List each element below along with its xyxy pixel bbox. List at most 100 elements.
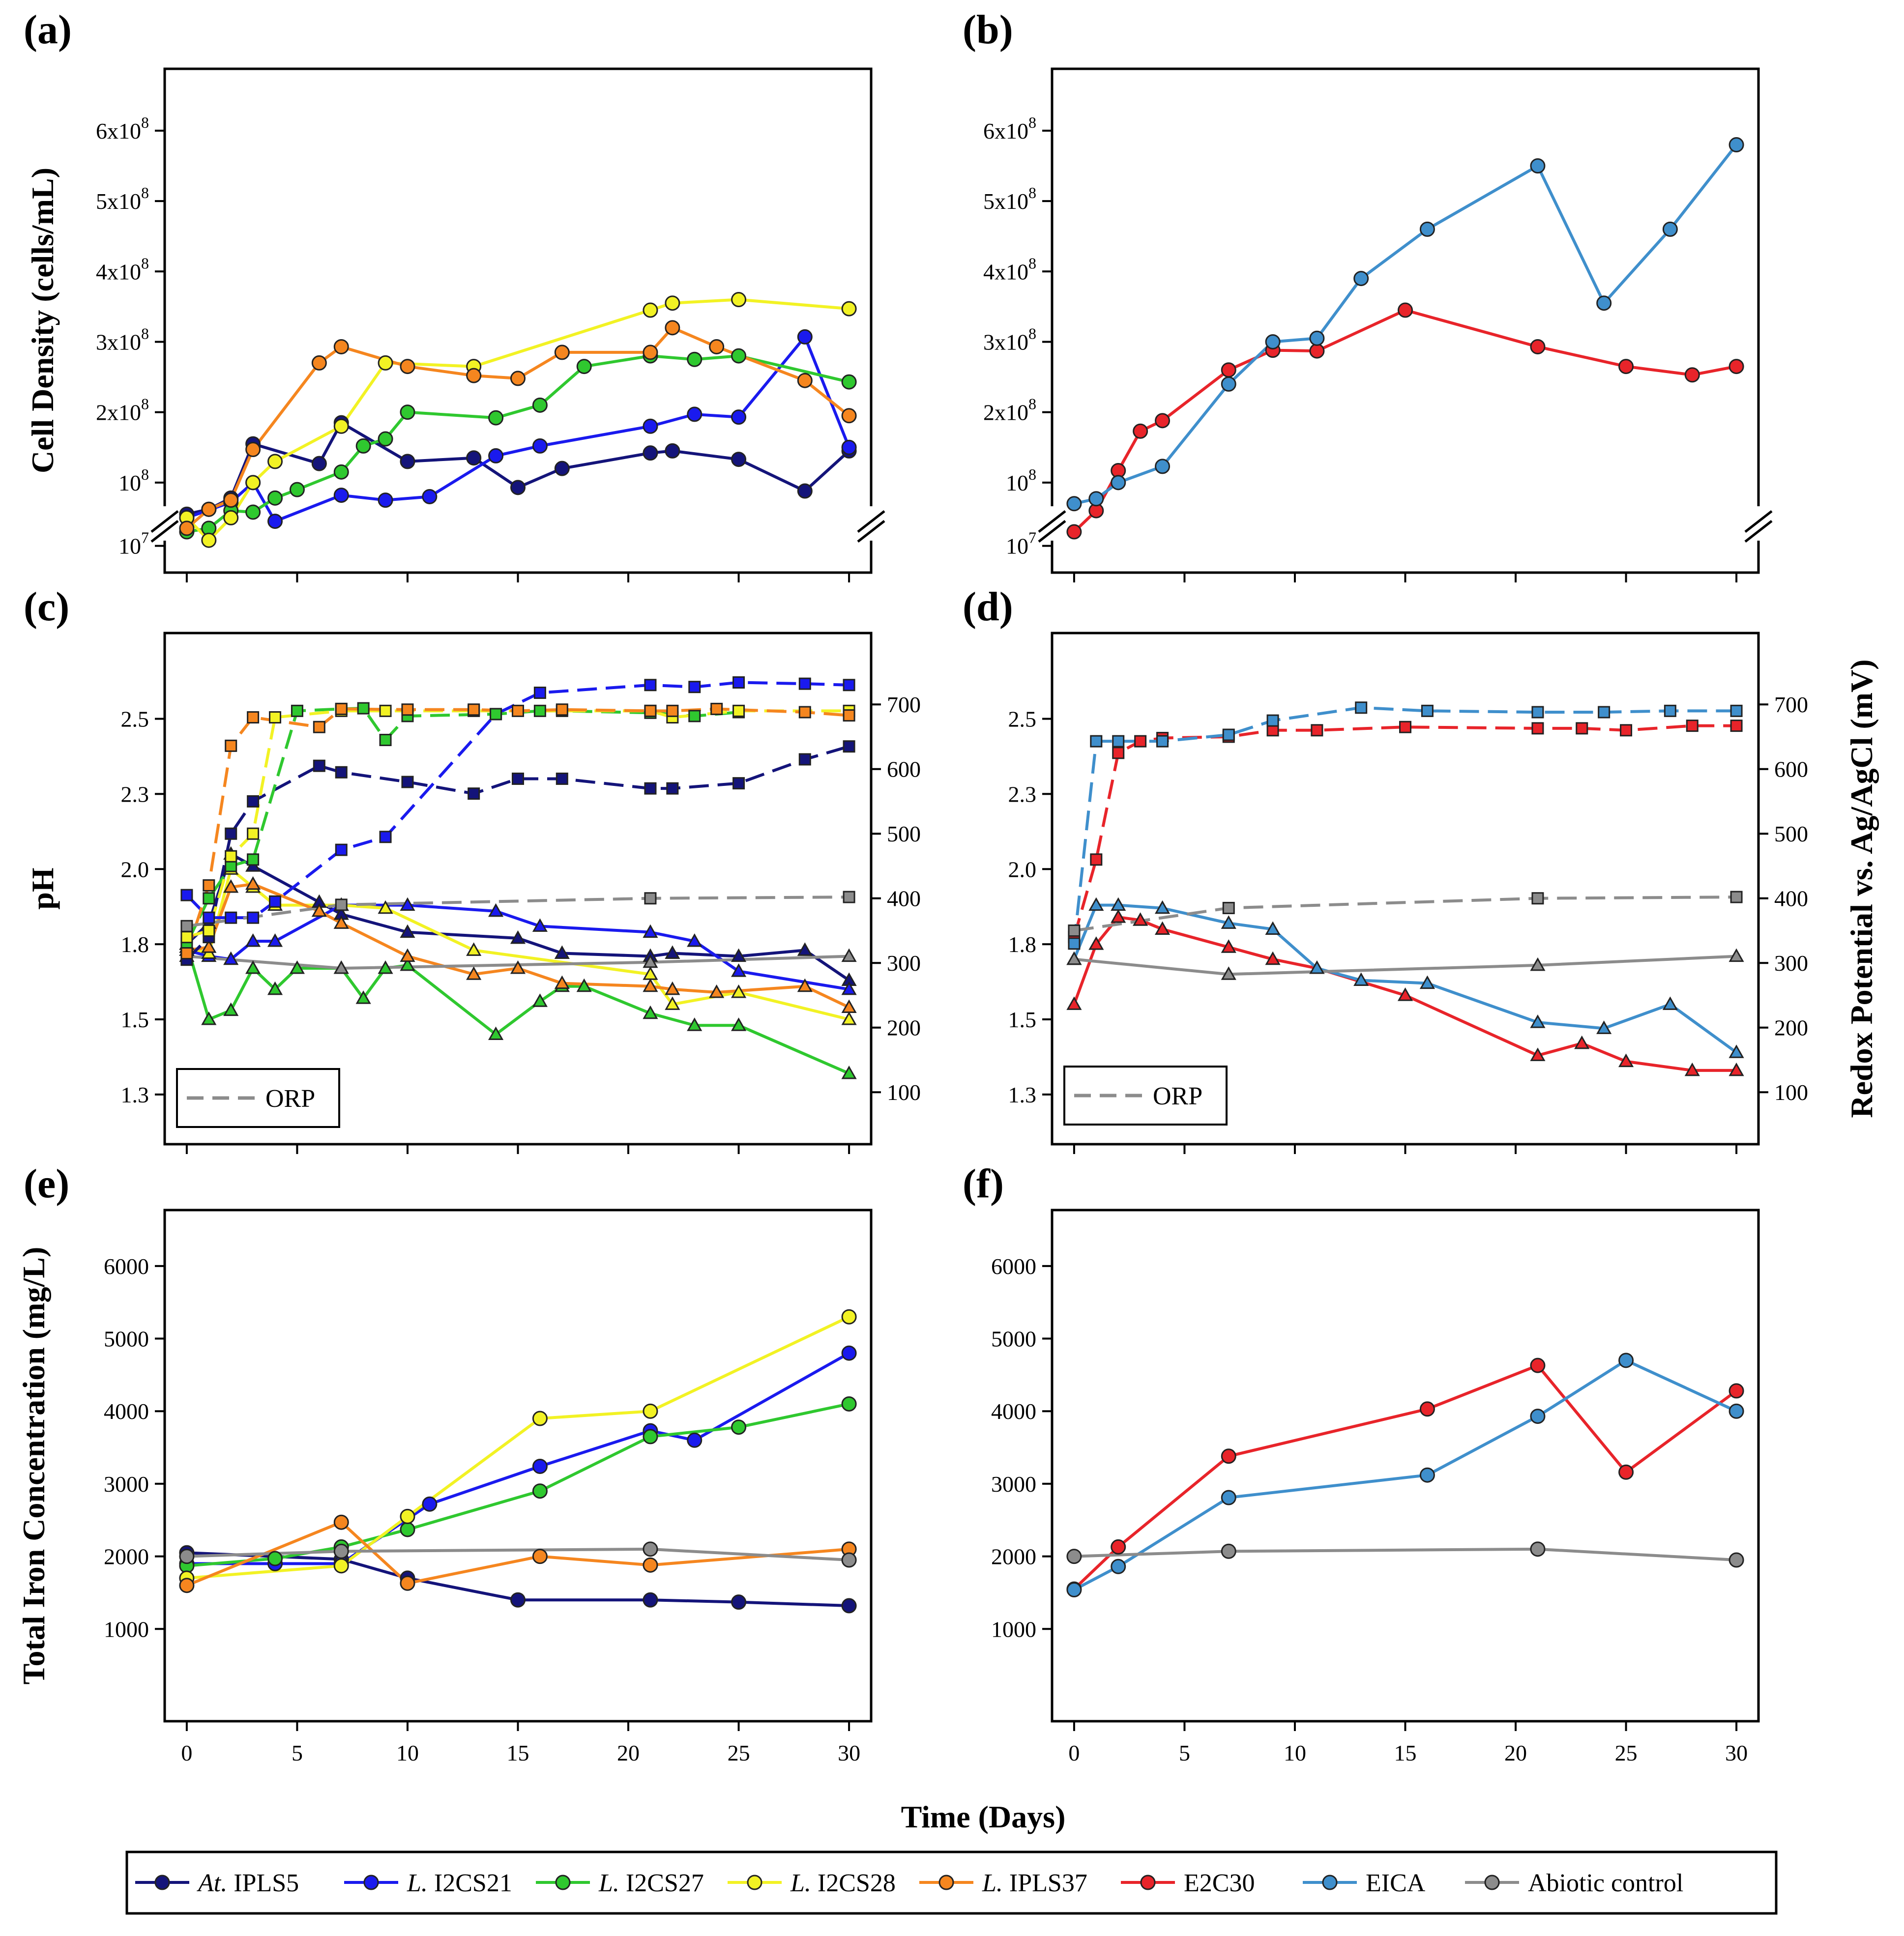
data-point-ipls5 bbox=[554, 945, 570, 959]
axis-break-b bbox=[1038, 506, 1773, 543]
data-point-eica bbox=[1596, 1020, 1612, 1034]
data-point-e2c30 bbox=[1154, 921, 1171, 935]
data-point-i2cs21 bbox=[379, 831, 392, 843]
y-tick-label: 2.5 bbox=[1008, 707, 1037, 732]
series-line-i2cs27 bbox=[186, 1402, 849, 1567]
data-point-ipls37 bbox=[311, 355, 327, 371]
data-point-i2cs28 bbox=[643, 302, 658, 318]
data-point-i2cs27 bbox=[533, 704, 546, 717]
series-line-abiotic bbox=[186, 954, 849, 970]
y2-tick-label: 100 bbox=[1774, 1080, 1808, 1105]
data-point-ipls5 bbox=[311, 456, 327, 471]
x-tick-label: 30 bbox=[838, 1740, 860, 1765]
data-point-ipls5 bbox=[665, 945, 680, 959]
y-tick-label: 2x108 bbox=[983, 395, 1036, 425]
data-point-e2c30 bbox=[1309, 343, 1325, 359]
panel-label-c: (c) bbox=[24, 584, 69, 630]
data-point-e2c30 bbox=[1686, 720, 1699, 732]
data-point-i2cs27 bbox=[267, 981, 283, 995]
data-point-ipls37 bbox=[400, 359, 415, 375]
data-point-ipls37 bbox=[179, 1578, 195, 1593]
legend-label: At. IPLS5 bbox=[197, 1869, 299, 1897]
data-point-i2cs27 bbox=[687, 351, 703, 367]
y2-tick-label: 700 bbox=[887, 692, 921, 717]
data-point-eica bbox=[1730, 704, 1743, 717]
data-point-ipls37 bbox=[554, 345, 570, 360]
data-point-ipls37 bbox=[401, 703, 414, 716]
data-point-ipls5 bbox=[731, 1594, 747, 1610]
data-point-e2c30 bbox=[1221, 362, 1236, 378]
series-line-abiotic bbox=[1074, 1547, 1737, 1561]
data-point-i2cs21 bbox=[223, 951, 239, 965]
data-point-i2cs27 bbox=[357, 702, 370, 715]
data-point-i2cs21 bbox=[731, 963, 747, 977]
data-point-ipls37 bbox=[466, 368, 482, 383]
y-tick-label: 108 bbox=[1006, 465, 1036, 495]
y2-tick-label: 300 bbox=[887, 951, 921, 976]
data-point-e2c30 bbox=[1111, 909, 1126, 923]
data-point-i2cs21 bbox=[798, 677, 811, 690]
y2-tick-label: 600 bbox=[887, 757, 921, 782]
data-point-i2cs21 bbox=[247, 911, 260, 924]
data-point-ipls5 bbox=[798, 753, 811, 766]
data-point-i2cs27 bbox=[289, 960, 305, 974]
data-point-ipls5 bbox=[841, 1598, 857, 1614]
y-tick-label: 2x108 bbox=[96, 395, 149, 425]
data-point-i2cs27 bbox=[841, 374, 857, 390]
y-tick-label: 1000 bbox=[104, 1617, 149, 1642]
data-point-i2cs27 bbox=[379, 734, 392, 747]
data-point-abiotic bbox=[644, 892, 657, 905]
data-point-eica bbox=[1598, 706, 1611, 719]
data-point-ipls37 bbox=[798, 706, 811, 719]
y-tick-label: 107 bbox=[1006, 529, 1036, 559]
data-point-ipls5 bbox=[556, 772, 568, 785]
data-point-ipls37 bbox=[179, 520, 195, 536]
data-point-eica bbox=[1221, 376, 1236, 392]
data-point-i2cs27 bbox=[731, 1017, 747, 1031]
data-point-e2c30 bbox=[1531, 722, 1544, 735]
x-tick-label: 20 bbox=[1504, 1740, 1527, 1765]
y-tick-label: 1.3 bbox=[1008, 1082, 1037, 1107]
data-point-ipls37 bbox=[400, 948, 415, 962]
series-line-i2cs28 bbox=[186, 1315, 850, 1580]
data-point-eica bbox=[1728, 137, 1744, 153]
data-point-e2c30 bbox=[1221, 939, 1236, 953]
data-point-ipls37 bbox=[665, 981, 680, 995]
y-tick-label: 5000 bbox=[991, 1327, 1036, 1352]
y-tick-label: 5x108 bbox=[96, 184, 149, 214]
data-point-ipls5 bbox=[731, 948, 747, 962]
data-point-i2cs21 bbox=[335, 843, 348, 856]
data-point-ipls37 bbox=[797, 373, 813, 388]
data-point-eica bbox=[1664, 704, 1676, 717]
data-point-i2cs28 bbox=[378, 355, 393, 371]
data-point-i2cs21 bbox=[532, 1458, 548, 1474]
data-point-e2c30 bbox=[1088, 936, 1104, 950]
data-point-i2cs28 bbox=[400, 1508, 415, 1524]
data-point-i2cs21 bbox=[843, 679, 855, 692]
data-point-e2c30 bbox=[1398, 302, 1413, 318]
data-point-i2cs28 bbox=[333, 1558, 349, 1574]
legend-item-eica: EICA bbox=[1303, 1869, 1426, 1897]
series-line-ipls37 bbox=[186, 1521, 849, 1587]
data-point-i2cs27 bbox=[267, 490, 283, 506]
data-point-ipls5 bbox=[644, 782, 657, 795]
data-point-ipls5 bbox=[313, 759, 325, 772]
panel-label-e: (e) bbox=[24, 1161, 69, 1207]
data-point-e2c30 bbox=[1618, 359, 1634, 375]
orp-legend-d: ORP bbox=[1063, 1066, 1228, 1126]
legend-swatch-marker bbox=[1484, 1875, 1500, 1890]
y-axis-title-ph: pH bbox=[25, 867, 60, 909]
legend-swatch-marker bbox=[747, 1875, 762, 1890]
data-point-i2cs27 bbox=[532, 1483, 548, 1499]
legend-label: L. I2CS21 bbox=[407, 1869, 512, 1897]
legend-swatch-marker bbox=[938, 1875, 954, 1890]
data-point-ipls5 bbox=[510, 1592, 526, 1608]
orp-legend-c-label: ORP bbox=[265, 1085, 315, 1113]
data-point-e2c30 bbox=[1399, 721, 1411, 733]
y-tick-label: 1.5 bbox=[1008, 1007, 1037, 1032]
data-point-abiotic bbox=[180, 920, 193, 932]
data-point-i2cs21 bbox=[422, 1496, 438, 1512]
data-point-eica bbox=[1111, 897, 1126, 911]
data-point-ipls37 bbox=[223, 879, 239, 893]
y-tick-label: 2000 bbox=[104, 1544, 149, 1569]
